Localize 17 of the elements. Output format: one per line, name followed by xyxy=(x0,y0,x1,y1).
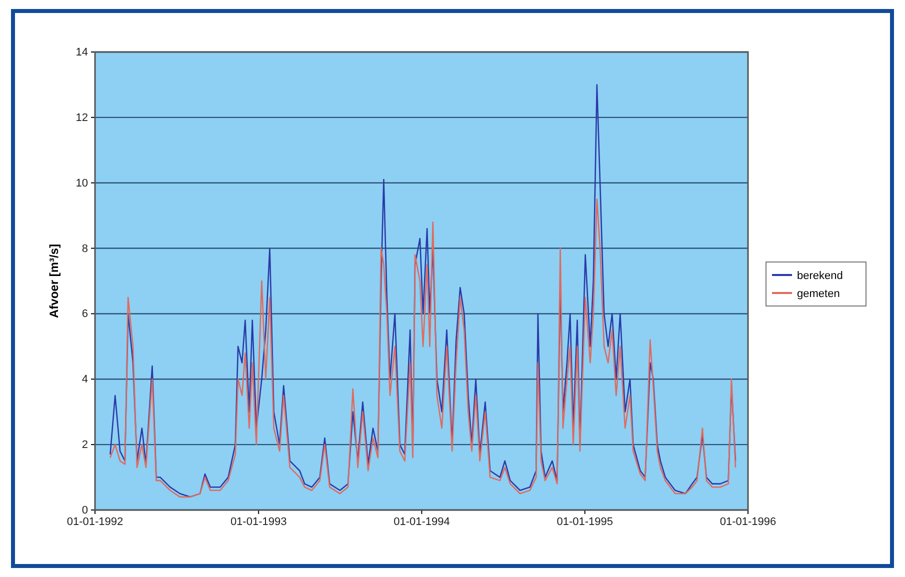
x-tick-label: 01-01-1992 xyxy=(66,516,124,528)
x-tick-label: 01-01-1993 xyxy=(230,516,287,528)
y-tick-label: 2 xyxy=(82,439,88,452)
x-tick-label: 01-01-1996 xyxy=(720,516,776,528)
y-tick-label: 10 xyxy=(76,177,88,190)
line-series xyxy=(110,198,736,498)
y-tick-label: 8 xyxy=(82,242,88,255)
y-axis-title: Afvoer [m³/s] xyxy=(47,244,61,318)
y-tick-label: 6 xyxy=(82,308,88,320)
y-tick-label: 0 xyxy=(82,504,88,517)
y-tick-label: 12 xyxy=(76,112,88,124)
x-tick-label: 01-01-1994 xyxy=(394,516,450,528)
legend-label: berekend xyxy=(797,270,843,282)
y-tick-label: 4 xyxy=(82,374,88,386)
legend-label: gemeten xyxy=(797,288,840,300)
y-tick-label: 14 xyxy=(76,46,88,59)
x-tick-label: 01-01-1995 xyxy=(556,516,613,528)
